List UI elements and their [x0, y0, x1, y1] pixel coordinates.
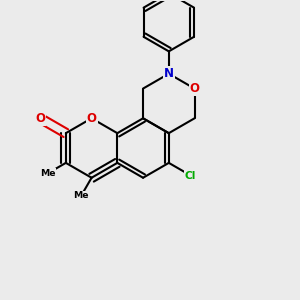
Text: N: N [164, 67, 174, 80]
Text: O: O [35, 112, 45, 125]
Text: Me: Me [74, 191, 89, 200]
Text: O: O [87, 112, 97, 125]
Text: Cl: Cl [185, 170, 196, 181]
Text: Me: Me [40, 169, 56, 178]
Text: O: O [190, 82, 200, 95]
